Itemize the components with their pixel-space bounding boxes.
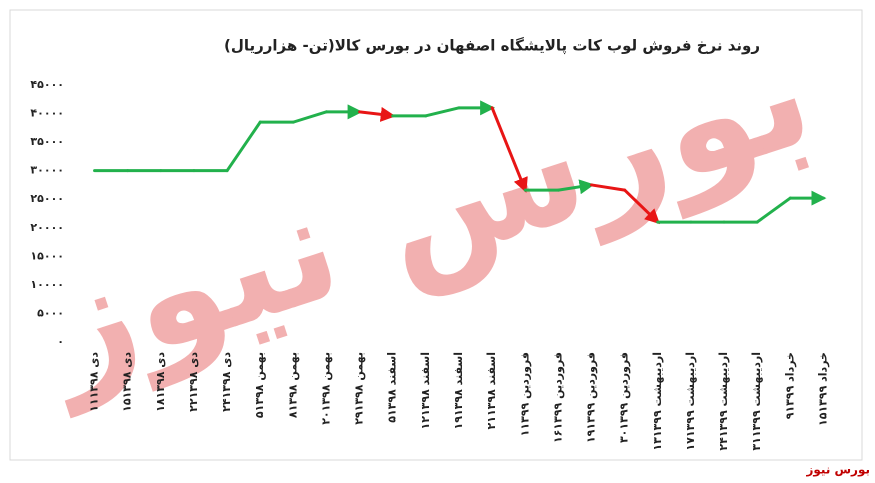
line-segment xyxy=(225,120,262,173)
y-tick-label: ۱۰۰۰۰ xyxy=(30,278,64,291)
x-tick-label: ۲۴دی ۱۳۹۸ xyxy=(220,352,233,412)
x-tick-label: ۸بهمن ۱۳۹۸ xyxy=(286,352,299,418)
x-tick-label: ۱۷اردیبهشت ۱۳۹۹ xyxy=(684,352,697,451)
line-segment xyxy=(490,106,528,193)
x-tick-label: ۱۸دی ۱۳۹۸ xyxy=(154,352,167,412)
x-tick-label: ۳۰فروردین ۱۳۹۹ xyxy=(618,352,631,443)
line-segment xyxy=(556,179,595,195)
line-segment xyxy=(590,183,627,192)
x-tick-label: ۱۶فروردین ۱۳۹۹ xyxy=(551,352,564,443)
x-tick-label: ۳۱اردیبهشت ۱۳۹۹ xyxy=(750,352,763,451)
x-tick-label: ۲۹بهمن ۱۳۹۸ xyxy=(353,352,366,425)
x-tick-label: ۱۱دی ۱۳۹۸ xyxy=(88,352,101,412)
line-segment xyxy=(623,188,660,225)
source: بورس نیوز xyxy=(805,463,870,478)
x-tick-label: ۹خرداد ۱۳۹۹ xyxy=(783,352,796,419)
chart-title: روند نرخ فروش لوب کات پالایشگاه اصفهان د… xyxy=(224,37,760,56)
y-tick-label: ۲۰۰۰۰ xyxy=(30,221,64,234)
x-tick-label: ۲۴اردیبهشت ۱۳۹۹ xyxy=(717,352,730,451)
x-tick-label: ۱۹فروردین ۱۳۹۹ xyxy=(585,352,598,443)
x-tick-label: ۱۵دی ۱۳۹۸ xyxy=(121,352,134,412)
y-tick-label: ۵۰۰۰ xyxy=(37,306,64,319)
x-tick-label: ۵بهمن ۱۳۹۸ xyxy=(253,352,266,418)
line-segment xyxy=(291,110,328,124)
x-tick-label: ۵اسفند ۱۳۹۸ xyxy=(386,352,399,423)
x-tick-label: ۱فروردین ۱۳۹۹ xyxy=(518,352,531,436)
x-tick-label: ۲۲دی ۱۳۹۸ xyxy=(187,352,200,412)
y-tick-label: ۳۵۰۰۰ xyxy=(30,135,64,148)
y-tick-label: ۲۵۰۰۰ xyxy=(30,192,64,205)
x-tick-label: ۱۲اسفند ۱۳۹۸ xyxy=(419,352,432,429)
x-tick-label: ۲۰بهمن ۱۳۹۸ xyxy=(319,352,332,425)
y-tick-label: ۰ xyxy=(57,335,64,348)
x-tick-label: ۱۹اسفند ۱۳۹۸ xyxy=(452,352,465,429)
line-segment xyxy=(424,106,461,118)
line-segment xyxy=(755,196,792,224)
line-segment xyxy=(358,106,396,122)
y-tick-label: ۴۵۰۰۰ xyxy=(30,78,64,91)
chart-frame xyxy=(9,9,863,461)
x-tick-label: ۱۳اردیبهشت ۱۳۹۹ xyxy=(651,352,664,451)
y-tick-label: ۴۰۰۰۰ xyxy=(30,107,64,120)
x-tick-label: ۱۵خرداد ۱۳۹۹ xyxy=(816,352,829,426)
y-tick-label: ۱۵۰۰۰ xyxy=(30,249,64,262)
y-tick-label: ۳۰۰۰۰ xyxy=(30,164,64,177)
x-tick-label: ۲۱اسفند ۱۳۹۸ xyxy=(485,352,498,429)
